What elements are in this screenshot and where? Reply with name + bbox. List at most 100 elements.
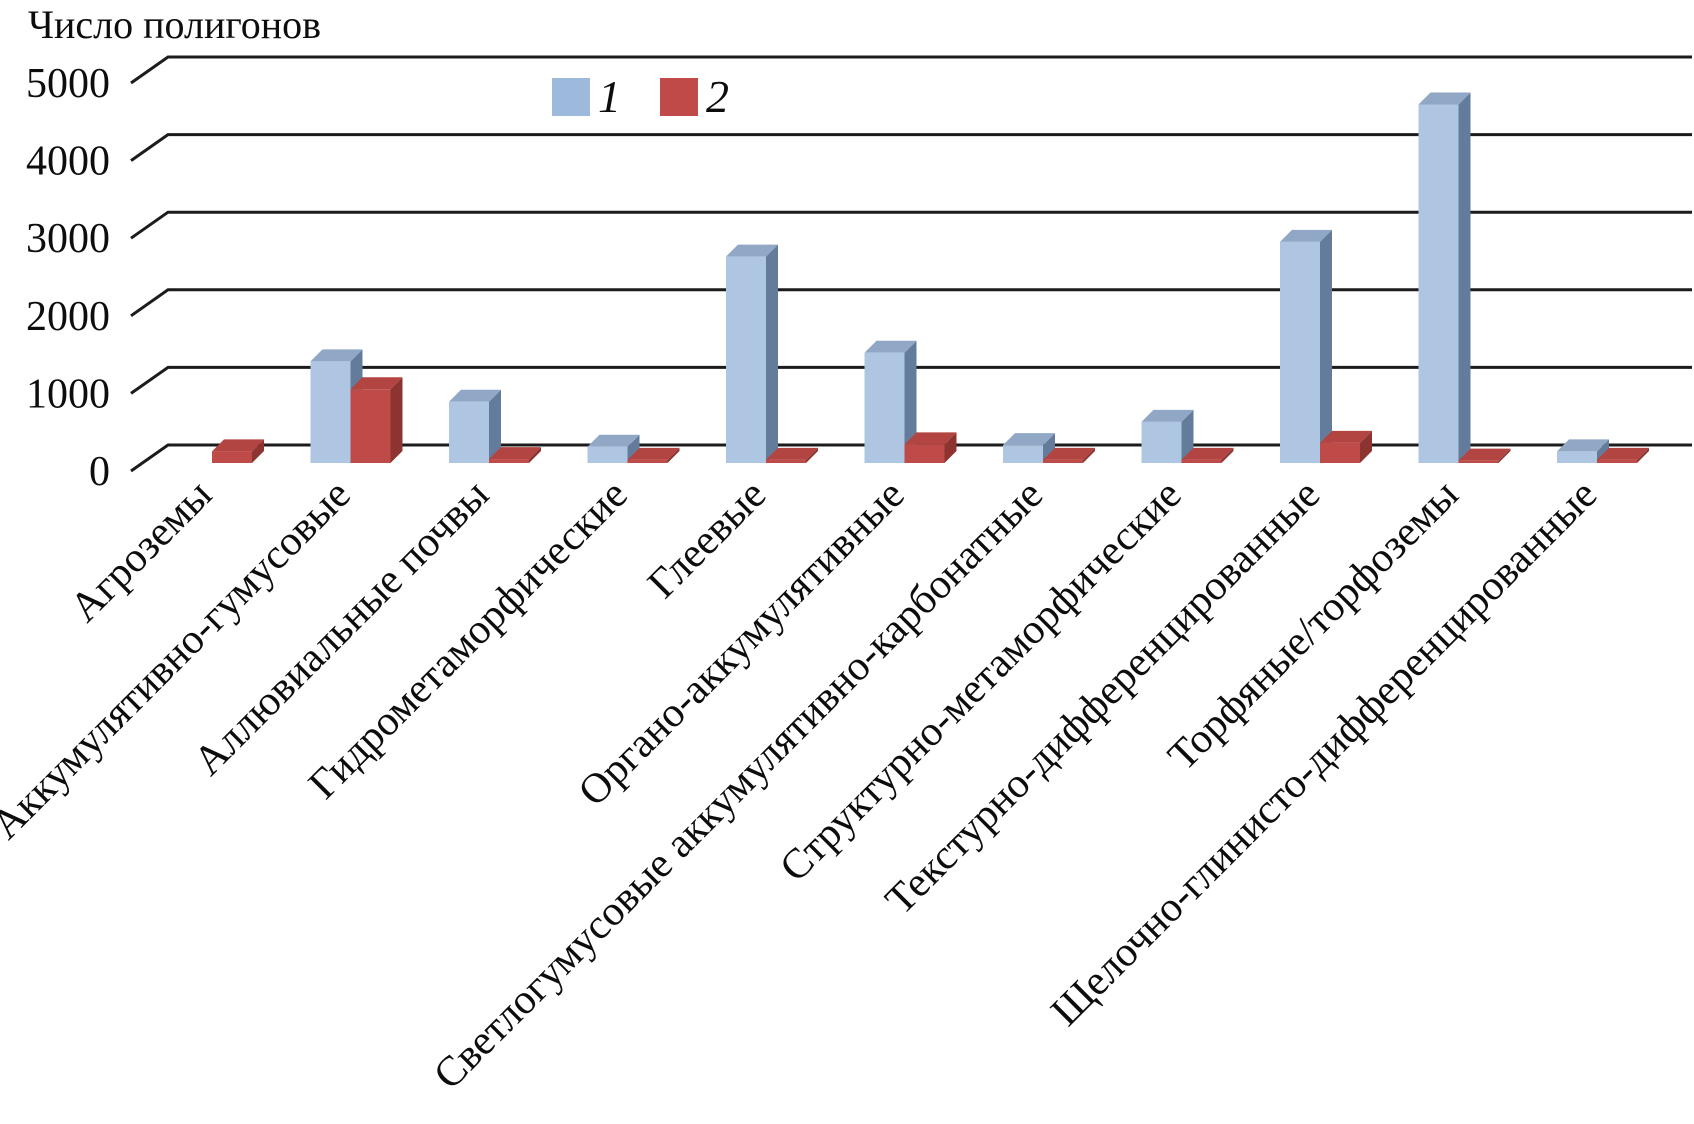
bar-series2-cat11-top-face — [1597, 447, 1649, 460]
gridline-2000 — [130, 288, 1692, 318]
y-axis-title: Число полигонов — [28, 2, 321, 47]
bar-series2-cat9-top-face — [1320, 430, 1372, 443]
legend-label-1: 1 — [598, 71, 621, 122]
bar-series2-cat2-side-face — [390, 377, 403, 463]
gridline-4000 — [130, 133, 1692, 162]
bar-series1-cat10 — [1418, 92, 1471, 463]
bar-series2-cat4-side-face — [667, 447, 680, 463]
bar-series1-cat11-front-face — [1557, 451, 1597, 463]
y-tick-label-5000: 5000 — [26, 61, 110, 107]
bar-series2-cat1-top-face — [212, 439, 264, 452]
bar-series2-cat8-side-face — [1221, 447, 1234, 463]
bar-series2-cat6-top-face — [904, 432, 957, 445]
bar-series2-cat6-side-face — [944, 432, 957, 463]
bar-series1-cat5-side-face — [766, 244, 778, 463]
bar-series2-cat4-front-face — [627, 459, 668, 463]
bar-series2-cat8-front-face — [1181, 459, 1222, 463]
bar-series1-cat8 — [1141, 409, 1194, 463]
y-tick-label-2000: 2000 — [26, 294, 110, 340]
bar-series1-cat5 — [726, 244, 778, 463]
bar-series1-cat9-side-face — [1320, 229, 1332, 463]
bar-series1-cat4-top-face — [587, 434, 640, 447]
bar-series2-cat11 — [1597, 447, 1649, 463]
bar-series2-cat10-side-face — [1498, 448, 1511, 463]
bar-series1-cat9-top-face — [1280, 229, 1332, 242]
bar-series2-cat5-top-face — [766, 447, 818, 460]
bar-series1-cat7 — [1003, 433, 1055, 463]
bar-series1-cat7-top-face — [1003, 433, 1055, 446]
bar-series1-cat10-side-face — [1458, 92, 1471, 463]
bar-series2-cat4 — [627, 447, 680, 463]
bar-series2-cat7-top-face — [1043, 447, 1095, 460]
bar-series2-cat6 — [904, 432, 957, 463]
bar-series1-cat2-front-face — [310, 361, 351, 463]
bar-series1-cat11-top-face — [1557, 439, 1609, 452]
bar-series2-cat5-front-face — [766, 459, 806, 463]
y-tick-label-4000: 4000 — [26, 139, 110, 185]
y-tick-label-1000: 1000 — [26, 371, 110, 417]
bar-series2-cat7 — [1043, 447, 1095, 463]
gridline-1000 — [130, 365, 1692, 395]
bar-series2-cat1-side-face — [252, 439, 264, 463]
bar-series1-cat6-side-face — [904, 340, 917, 463]
bar-series2-cat6-front-face — [904, 444, 945, 463]
y-tick-label-3000: 3000 — [26, 216, 110, 262]
bar-series2-cat3-side-face — [529, 447, 541, 463]
bar-series2-cat11-side-face — [1637, 447, 1649, 463]
bar-series2-cat9-front-face — [1320, 442, 1360, 463]
bar-series1-cat3 — [449, 389, 501, 463]
bar-series2-cat2-front-face — [350, 389, 391, 463]
bar-series2-cat3-front-face — [489, 459, 529, 463]
bar-series1-cat3-front-face — [449, 401, 489, 463]
bar-series1-cat3-side-face — [489, 389, 501, 463]
bar-series2-cat1-front-face — [212, 451, 252, 463]
bar-series1-cat6 — [864, 340, 917, 463]
y-tick-label-0: 0 — [89, 449, 110, 495]
legend-swatch-1 — [552, 78, 590, 116]
x-axis-category-labels: АгроземыАккумулятивно-гумусовыеАллювиаль… — [0, 472, 1606, 1099]
bars — [212, 92, 1649, 463]
bar-series2-cat10-front-face — [1458, 460, 1499, 463]
bar-series1-cat2-top-face — [310, 349, 363, 362]
bar-series1-cat8-front-face — [1141, 421, 1182, 463]
bar-series1-cat4 — [587, 434, 640, 463]
bar-series1-cat6-front-face — [864, 352, 905, 463]
bar-series1-cat8-side-face — [1181, 409, 1194, 463]
bar-series2-cat7-front-face — [1043, 459, 1083, 463]
bar-series1-cat10-top-face — [1418, 92, 1471, 105]
bar-series2-cat4-top-face — [627, 447, 680, 460]
gridline-3000 — [130, 210, 1692, 240]
bar-series1-cat3-top-face — [449, 389, 501, 402]
bar-series2-cat7-side-face — [1083, 447, 1095, 463]
bar-series1-cat4-front-face — [587, 446, 628, 463]
bar-series1-cat5-top-face — [726, 244, 778, 257]
bar-series2-cat10-top-face — [1458, 448, 1511, 461]
bar-series2-cat8-top-face — [1181, 447, 1234, 460]
bar-series2-cat9 — [1320, 430, 1372, 463]
bar-series1-cat4-side-face — [627, 434, 640, 463]
bar-series2-cat3-top-face — [489, 447, 541, 460]
bar-series2-cat1 — [212, 439, 264, 463]
y-axis-tick-labels: 0 1000 2000 3000 4000 5000 — [26, 61, 110, 495]
bar-series2-cat2-top-face — [350, 377, 403, 390]
bar-series2-cat5-side-face — [806, 447, 818, 463]
bar-series2-cat3 — [489, 447, 541, 463]
bar-series2-cat10 — [1458, 448, 1511, 463]
bar-series2-cat9-side-face — [1360, 430, 1372, 463]
bar-series1-cat7-front-face — [1003, 445, 1043, 463]
bar-series1-cat7-side-face — [1043, 433, 1055, 463]
bar-series2-cat8 — [1181, 447, 1234, 463]
bar-series1-cat10-front-face — [1418, 104, 1459, 463]
legend-label-2: 2 — [706, 71, 729, 122]
bar-series2-cat5 — [766, 447, 818, 463]
bar-series1-cat9 — [1280, 229, 1332, 463]
bar-series1-cat6-top-face — [864, 340, 917, 353]
legend-swatch-2 — [660, 78, 698, 116]
bar-series2-cat2 — [350, 377, 403, 463]
gridline-5000 — [130, 55, 1692, 85]
bar-series2-cat11-front-face — [1597, 459, 1637, 463]
bar-series1-cat8-top-face — [1141, 409, 1194, 422]
